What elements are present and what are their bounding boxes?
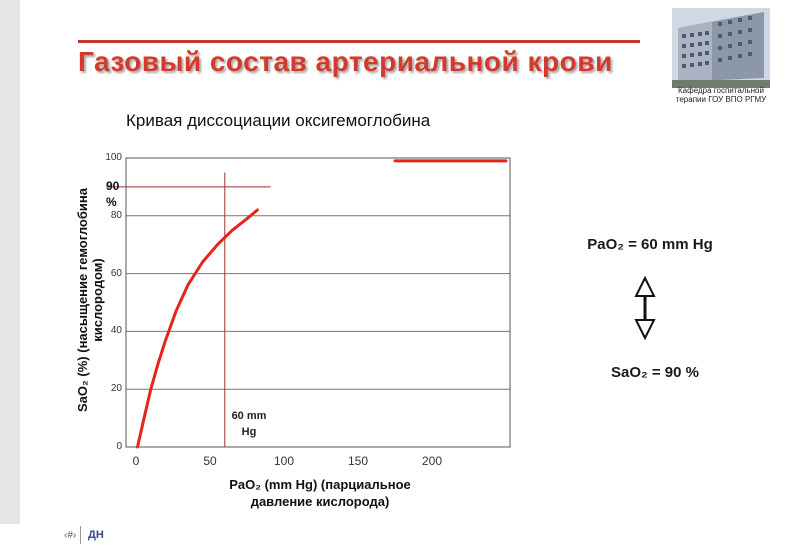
plot-frame xyxy=(125,157,511,448)
logo-caption: Кафедра госпитальной терапии ГОУ ВПО РГМ… xyxy=(675,86,767,104)
sao2-value: SaO₂ = 90 % xyxy=(611,364,699,381)
footer-separator xyxy=(80,526,81,544)
x-tick-label: 50 xyxy=(203,454,217,468)
y-axis-label: SaO₂ (%) (насыщение гемоглобина кислород… xyxy=(75,188,105,412)
university-building-logo xyxy=(672,8,770,88)
y-tick-label: 40 xyxy=(110,325,122,337)
footer-initials: ДН xyxy=(88,529,104,541)
footer-page-number: ‹#› xyxy=(64,530,77,541)
left-margin-bar xyxy=(0,0,20,524)
pao2-value: PaO₂ = 60 mm Hg xyxy=(587,236,713,253)
x-tick-label: 200 xyxy=(421,454,443,468)
title-rule xyxy=(78,40,640,43)
y-tick-label: 80 xyxy=(110,209,122,221)
annotation-90-percent: 90 % xyxy=(106,179,120,209)
y-tick-label: 0 xyxy=(116,441,122,452)
x-axis-label: PaO₂ (mm Hg) (парциальное давление кисло… xyxy=(229,477,411,509)
y-tick-label: 20 xyxy=(110,383,122,395)
series-line-1 xyxy=(136,208,259,449)
annotation-60-mmhg: 60 mm Hg xyxy=(231,410,267,438)
x-tick-label: 0 xyxy=(132,454,140,468)
chart-grid xyxy=(126,157,510,448)
x-tick-label: 150 xyxy=(347,454,369,468)
series-layer xyxy=(136,159,508,449)
slide-title: Газовый состав артериальной крови xyxy=(78,46,613,77)
double-arrow-icon xyxy=(634,276,656,340)
reference-lines xyxy=(106,172,271,447)
y-tick-label: 100 xyxy=(105,152,122,163)
x-tick-label: 100 xyxy=(273,454,295,468)
chart-title: Кривая диссоциации оксигемоглобина xyxy=(126,111,431,130)
y-tick-label: 60 xyxy=(110,267,122,279)
